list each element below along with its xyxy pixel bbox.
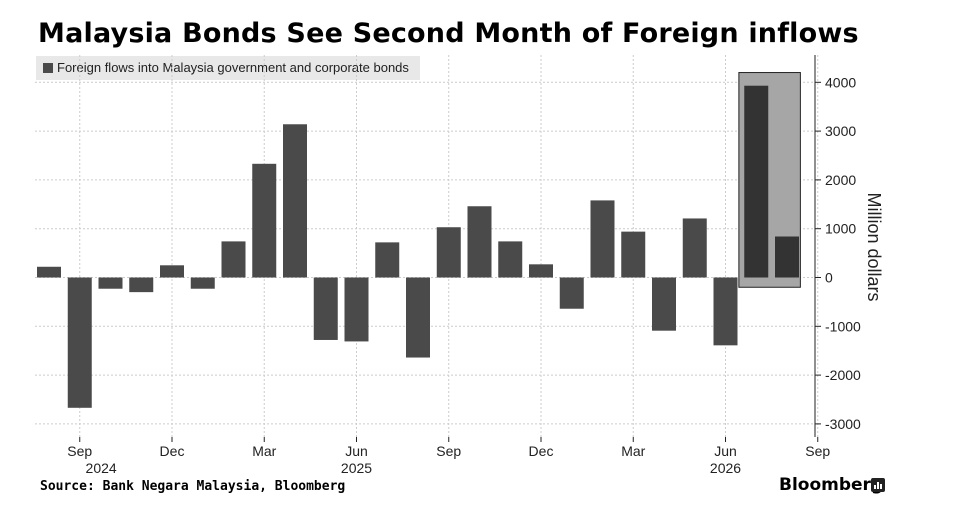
bar: [190, 277, 215, 289]
x-tick-label: Jun: [714, 443, 737, 459]
y-tick-label: -2000: [825, 367, 861, 383]
x-tick-label: Dec: [529, 443, 554, 459]
x-tick-label: Mar: [621, 443, 645, 459]
y-tick-label: -3000: [825, 416, 861, 432]
source-note: Source: Bank Negara Malaysia, Bloomberg: [40, 479, 346, 494]
bar: [160, 265, 184, 278]
bar: [652, 277, 676, 331]
y-tick-label: -1000: [825, 318, 861, 334]
x-tick-label: Mar: [252, 443, 276, 459]
bar: [682, 218, 707, 278]
bloomberg-logo: Bloomberg: [779, 475, 884, 495]
y-axis-label: Million dollars: [864, 192, 884, 301]
x-year-label: 2025: [341, 460, 372, 476]
y-tick-label: 0: [825, 270, 833, 286]
legend-swatch: [43, 63, 53, 73]
x-tick-label: Sep: [436, 443, 461, 459]
bar: [313, 277, 338, 340]
bar: [590, 200, 615, 278]
y-tick-label: 3000: [825, 123, 856, 139]
bar: [67, 277, 92, 408]
bar: [498, 241, 523, 278]
x-tick-label: Jun: [345, 443, 368, 459]
bar: [775, 236, 799, 278]
bar: [621, 231, 646, 278]
x-year-label: 2026: [710, 460, 741, 476]
chart-title: Malaysia Bonds See Second Month of Forei…: [38, 18, 859, 49]
bar: [744, 85, 769, 278]
x-tick-label: Sep: [805, 443, 830, 459]
legend-label: Foreign flows into Malaysia government a…: [57, 60, 409, 75]
bar: [713, 277, 738, 346]
chart-icon: [871, 478, 885, 492]
x-tick-label: Sep: [67, 443, 92, 459]
bar: [406, 277, 430, 358]
bar: [559, 277, 584, 309]
bar: [252, 163, 277, 278]
bar: [98, 277, 123, 289]
bar: [529, 264, 553, 278]
bar: [221, 241, 246, 278]
bar: [37, 266, 61, 278]
y-tick-label: 2000: [825, 172, 856, 188]
bar: [467, 206, 492, 278]
x-year-label: 2024: [86, 460, 117, 476]
y-tick-label: 1000: [825, 221, 856, 237]
bar: [129, 277, 154, 293]
x-tick-label: Dec: [160, 443, 185, 459]
bar: [344, 277, 369, 342]
bar: [375, 242, 400, 278]
bar: [283, 124, 307, 278]
y-tick-label: 4000: [825, 74, 856, 90]
bar: [436, 227, 461, 278]
